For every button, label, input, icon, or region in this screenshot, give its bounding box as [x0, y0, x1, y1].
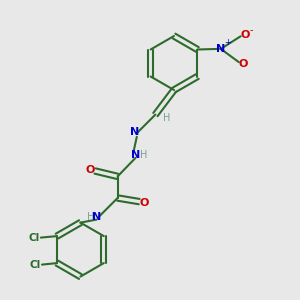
Text: O: O: [240, 29, 250, 40]
Text: +: +: [224, 38, 231, 47]
Text: N: N: [92, 212, 101, 222]
Text: O: O: [140, 198, 149, 208]
Text: Cl: Cl: [28, 232, 40, 243]
Text: H: H: [87, 212, 94, 222]
Text: O: O: [85, 165, 94, 175]
Text: H: H: [163, 112, 170, 123]
Text: O: O: [238, 59, 248, 69]
Text: N: N: [131, 150, 140, 161]
Text: Cl: Cl: [29, 260, 41, 270]
Text: N: N: [216, 44, 225, 54]
Text: -: -: [250, 25, 253, 35]
Text: N: N: [130, 127, 139, 137]
Text: H: H: [140, 150, 148, 161]
